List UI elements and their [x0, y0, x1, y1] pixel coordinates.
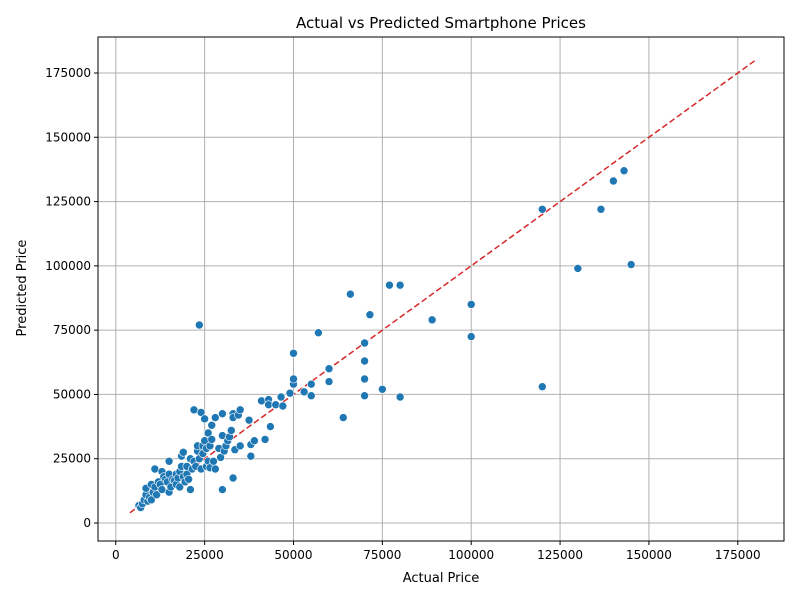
data-point	[466, 332, 476, 341]
y-tick-label: 175000	[45, 66, 91, 80]
data-point	[289, 348, 298, 358]
data-point	[427, 315, 437, 325]
x-tick-label: 100000	[448, 548, 494, 562]
data-point	[164, 456, 174, 466]
data-point	[207, 435, 217, 444]
data-point	[619, 166, 629, 176]
data-point	[596, 204, 606, 214]
data-point	[365, 310, 375, 320]
x-tick-label: 175000	[715, 548, 761, 562]
plot-frame	[97, 36, 785, 542]
data-point	[324, 364, 334, 374]
data-point	[257, 396, 266, 406]
data-point	[210, 413, 220, 422]
data-point	[395, 280, 405, 290]
y-tick-label: 150000	[45, 130, 91, 144]
x-tick-label: 75000	[363, 548, 401, 562]
data-point	[226, 426, 236, 435]
reference-line	[129, 59, 757, 514]
data-point	[338, 413, 348, 422]
data-point	[150, 464, 160, 474]
data-point	[207, 420, 217, 430]
y-tick-label: 125000	[45, 195, 91, 209]
x-tick-label: 25000	[186, 548, 224, 562]
y-tick-label: 50000	[53, 387, 91, 401]
data-point	[385, 280, 394, 290]
data-point	[306, 391, 316, 401]
data-point	[260, 435, 270, 444]
data-point	[306, 379, 316, 389]
data-point	[360, 391, 369, 401]
data-point	[360, 338, 369, 348]
data-point	[246, 451, 256, 461]
data-point	[538, 204, 547, 214]
data-point	[235, 405, 245, 415]
x-tick-label: 50000	[274, 548, 312, 562]
data-point	[346, 289, 355, 299]
data-point	[184, 474, 193, 484]
data-point	[196, 408, 206, 417]
data-point	[157, 485, 167, 494]
y-axis-ticks: 0 25000 50000 75000 100000 125000 150000 175000	[45, 66, 98, 530]
data-point	[289, 374, 298, 384]
data-point	[195, 320, 204, 330]
data-point	[378, 384, 387, 394]
data-point	[266, 422, 275, 431]
data-point	[210, 464, 220, 474]
data-point	[218, 409, 227, 419]
x-axis-label: Actual Price	[403, 571, 480, 586]
data-point	[203, 428, 213, 438]
y-tick-label: 25000	[53, 452, 91, 466]
data-point	[244, 415, 254, 425]
x-axis-ticks: 0 25000 50000 75000 100000 125000 150000 175000	[112, 541, 761, 562]
chart-title: Actual vs Predicted Smartphone Prices	[296, 14, 586, 32]
data-points	[134, 166, 636, 512]
data-point	[175, 482, 185, 492]
data-point	[299, 387, 309, 397]
data-point	[626, 260, 636, 269]
x-tick-label: 0	[112, 548, 120, 562]
data-point	[189, 405, 199, 415]
data-point	[218, 485, 227, 494]
data-point	[609, 176, 618, 186]
data-point	[228, 473, 238, 483]
data-point	[209, 456, 218, 466]
data-point	[360, 356, 369, 366]
data-point	[276, 392, 286, 402]
data-point	[152, 490, 161, 500]
data-point	[538, 382, 547, 392]
data-point	[235, 441, 245, 451]
data-point	[264, 400, 273, 410]
y-axis-label: Predicted Price	[15, 240, 30, 337]
data-point	[324, 377, 334, 386]
y-tick-label: 75000	[53, 323, 91, 337]
data-point	[395, 392, 405, 402]
y-tick-label: 100000	[45, 259, 91, 273]
data-point	[314, 328, 323, 338]
x-tick-label: 125000	[537, 548, 583, 562]
data-point	[271, 400, 281, 410]
data-point	[200, 414, 209, 424]
y-tick-label: 0	[83, 516, 91, 530]
data-point	[179, 447, 188, 457]
data-point	[573, 264, 583, 273]
data-point	[216, 453, 225, 462]
data-point	[285, 388, 295, 398]
data-point	[186, 485, 195, 494]
data-point	[278, 401, 288, 411]
data-point	[360, 374, 369, 384]
grid-lines	[98, 37, 784, 541]
data-point	[250, 436, 259, 446]
x-tick-label: 150000	[626, 548, 672, 562]
data-point	[466, 300, 476, 309]
